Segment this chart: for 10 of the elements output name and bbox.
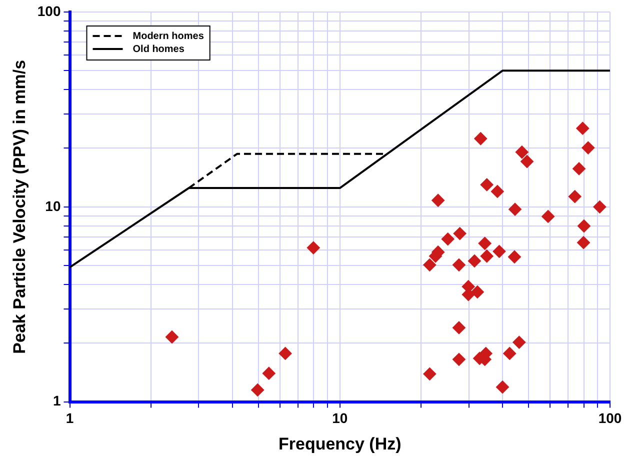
legend-label: Modern homes xyxy=(132,30,204,42)
x-tick-label: 1 xyxy=(66,410,74,426)
x-tick-label: 10 xyxy=(332,410,348,426)
y-axis-title: Peak Particle Velocity (PPV) in mm/s xyxy=(10,60,29,354)
legend-label: Old homes xyxy=(132,44,185,55)
x-axis-title: Frequency (Hz) xyxy=(278,434,402,454)
y-tick-label: 10 xyxy=(45,198,61,214)
x-tick-label: 100 xyxy=(598,410,622,426)
y-tick-label: 100 xyxy=(37,2,61,19)
y-tick-label: 1 xyxy=(52,392,61,409)
